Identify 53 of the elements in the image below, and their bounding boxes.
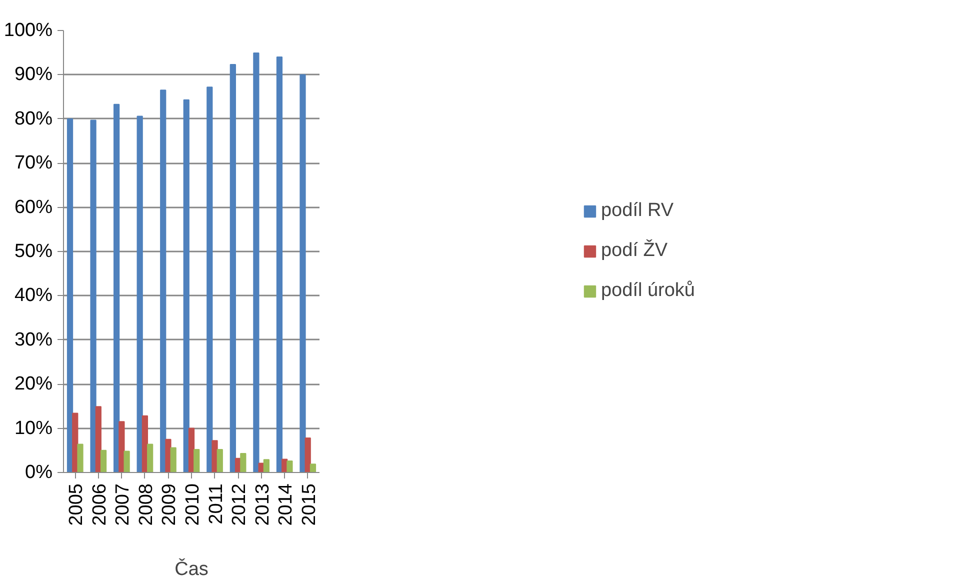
x-tick-label: 2015 xyxy=(298,483,320,526)
x-tick-label: 2012 xyxy=(229,483,250,526)
bar xyxy=(136,116,143,472)
x-tick-label: 2014 xyxy=(276,483,297,526)
bar xyxy=(183,99,190,472)
bar xyxy=(216,449,223,472)
legend-label: podíl úroků xyxy=(600,280,696,302)
y-tick-label: 100% xyxy=(4,20,53,41)
bar xyxy=(253,52,260,472)
bar xyxy=(95,406,102,472)
bar xyxy=(147,444,154,472)
bar xyxy=(304,438,311,472)
y-tick-label: 40% xyxy=(14,285,53,306)
bar xyxy=(276,56,283,472)
x-tick-label: 2006 xyxy=(89,483,110,526)
y-tick-label: 30% xyxy=(14,329,53,350)
bar xyxy=(310,464,316,472)
bar xyxy=(240,452,246,472)
x-tick-label: 2011 xyxy=(206,484,227,524)
y-tick-label: 10% xyxy=(14,418,53,439)
legend-label: podíl RV xyxy=(600,200,674,222)
y-tick-label: 20% xyxy=(14,374,53,395)
y-tick-label: 70% xyxy=(14,152,53,174)
x-tick-label: 2013 xyxy=(252,483,274,526)
y-tick-label: 0% xyxy=(25,462,53,483)
bar xyxy=(212,440,218,472)
y-tick-label: 60% xyxy=(14,196,53,218)
bar xyxy=(118,421,125,472)
x-tick-label: 2009 xyxy=(159,483,180,526)
bar xyxy=(100,450,107,472)
bar xyxy=(170,447,176,472)
bar xyxy=(194,449,200,472)
bar xyxy=(263,459,270,472)
x-tick-label: 2007 xyxy=(112,483,134,526)
y-tick-label: 90% xyxy=(14,64,53,86)
bar xyxy=(286,460,293,472)
bar xyxy=(66,118,74,472)
x-axis-title: Čas xyxy=(174,558,208,580)
y-tick-label: 80% xyxy=(14,108,53,130)
bar xyxy=(90,120,96,472)
bar xyxy=(230,64,236,472)
bar xyxy=(165,438,172,472)
y-tick-label: 50% xyxy=(14,241,53,262)
x-tick-label: 2008 xyxy=(136,483,157,526)
bar xyxy=(160,90,166,472)
legend-label: podí ŽV xyxy=(600,240,668,262)
bar xyxy=(300,74,306,472)
x-tick-label: 2010 xyxy=(182,483,204,526)
bar xyxy=(124,450,130,472)
bar xyxy=(77,444,84,472)
bar xyxy=(206,86,213,472)
bar xyxy=(114,104,120,472)
x-tick-label: 2005 xyxy=(66,483,88,526)
